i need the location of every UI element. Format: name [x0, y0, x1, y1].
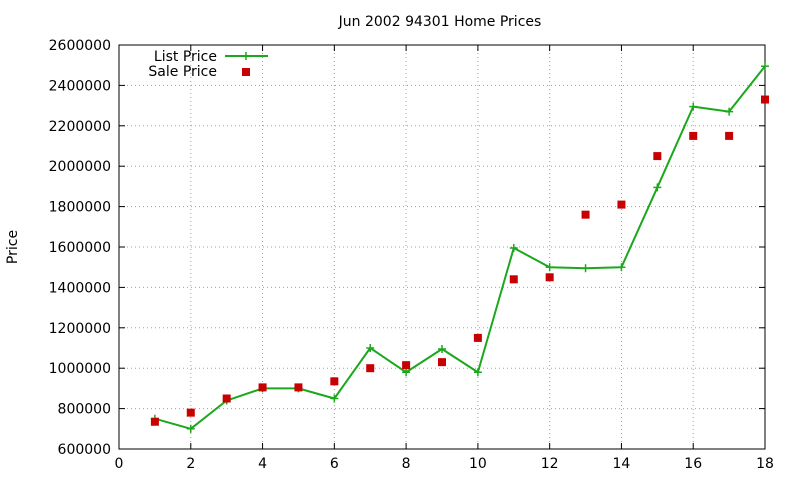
sale-price-point	[617, 200, 626, 209]
x-tick-label: 16	[684, 456, 702, 472]
x-tick-label: 4	[258, 456, 267, 472]
y-axis-tick-labels: 600000 800000 1000000 1200000 1400000 1600000…	[49, 38, 111, 458]
y-tick-label: 2400000	[49, 78, 111, 94]
list-price-point	[186, 424, 195, 433]
sale-price-point	[581, 210, 590, 219]
list-price-point	[366, 344, 375, 352]
list-price-point	[330, 394, 339, 403]
y-tick-label: 1000000	[49, 361, 111, 377]
sale-price-point	[330, 377, 339, 386]
legend-marker-list-price	[242, 52, 250, 60]
sale-price-point	[222, 394, 231, 403]
list-price-point	[545, 263, 554, 272]
list-price-point	[725, 107, 734, 116]
legend-swatch-sale-price	[242, 68, 250, 76]
y-tick-label: 1600000	[49, 240, 111, 256]
series-list-price	[150, 62, 769, 433]
y-tick-label: 800000	[58, 402, 111, 418]
y-tick-label: 2600000	[49, 38, 111, 54]
list-price-point	[473, 368, 482, 377]
sale-price-point	[366, 364, 375, 373]
legend-label-list-price: List Price	[154, 49, 217, 65]
sale-price-point	[653, 152, 662, 161]
list-price-point	[617, 263, 626, 272]
x-tick-label: 2	[186, 456, 195, 472]
x-tick-label: 8	[402, 456, 411, 472]
sale-price-point	[509, 275, 518, 284]
x-tick-label: 6	[330, 456, 339, 472]
list-price-point	[581, 264, 590, 273]
sale-price-point	[402, 361, 411, 370]
legend-label-sale-price: Sale Price	[148, 64, 217, 80]
series-sale-price	[150, 95, 769, 426]
sale-price-point	[150, 417, 159, 426]
sale-price-point	[689, 131, 698, 140]
list-price-line	[154, 65, 766, 430]
y-tick-label: 2000000	[49, 159, 111, 175]
y-axis-label: Price	[5, 230, 21, 264]
axis-ticks	[118, 44, 766, 450]
sale-price-point	[761, 95, 769, 104]
list-price-point	[689, 102, 698, 111]
legend: List Price Sale Price	[148, 49, 268, 80]
sale-price-point	[186, 408, 195, 417]
grid-lines	[119, 45, 765, 449]
y-tick-label: 1400000	[49, 280, 111, 296]
list-price-point	[402, 368, 411, 377]
sale-price-point	[473, 333, 482, 342]
x-tick-label: 12	[541, 456, 559, 472]
y-tick-label: 1200000	[49, 321, 111, 337]
x-tick-label: 18	[756, 456, 774, 472]
sale-price-point	[258, 383, 267, 392]
x-tick-label: 14	[613, 456, 631, 472]
chart-title: Jun 2002 94301 Home Prices	[338, 14, 542, 30]
y-tick-label: 1800000	[49, 200, 111, 216]
y-tick-label: 2200000	[49, 119, 111, 135]
list-price-point	[761, 62, 769, 71]
list-price-point	[438, 345, 446, 354]
y-tick-label: 600000	[58, 442, 111, 458]
list-price-point	[653, 183, 662, 192]
x-tick-label: 0	[115, 456, 124, 472]
x-tick-label: 10	[469, 456, 487, 472]
sale-price-point	[725, 131, 734, 140]
sale-price-point	[545, 273, 554, 282]
sale-price-point	[294, 383, 303, 392]
sale-price-point	[438, 358, 446, 367]
list-price-point	[509, 244, 518, 253]
x-axis-tick-labels: 0 2 4 6 8 10 12 14 16 18	[115, 456, 774, 472]
